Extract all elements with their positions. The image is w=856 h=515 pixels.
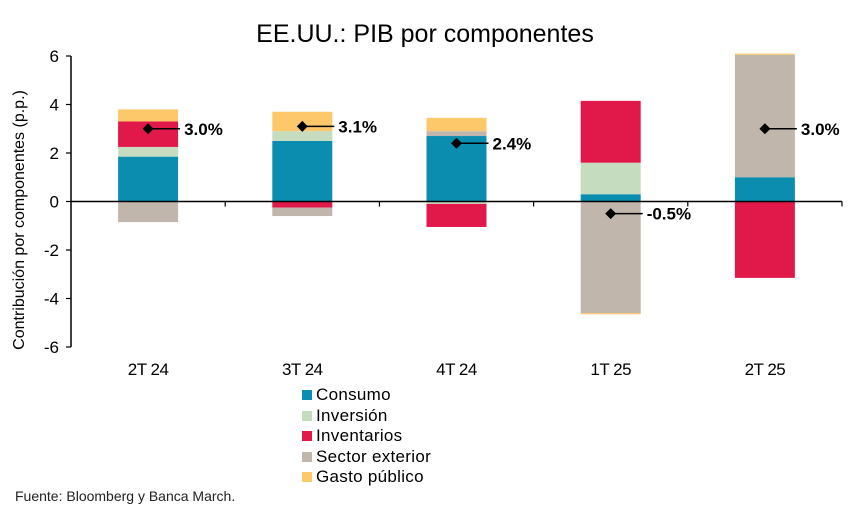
chart-title: EE.UU.: PIB por componentes — [256, 20, 594, 48]
total-label: 3.1% — [338, 117, 377, 136]
y-tick-label: -2 — [44, 241, 59, 260]
x-tick-label: 2T 25 — [745, 360, 786, 379]
x-tick-label: 1T 25 — [590, 360, 631, 379]
bar-sector-exterior-1 — [272, 207, 333, 217]
bar-inventarios-2 — [426, 203, 487, 227]
bar-consumo-3 — [580, 194, 641, 202]
legend-label: Consumo — [316, 385, 391, 404]
legend-item: Consumo — [302, 385, 431, 406]
legend-label: Sector exterior — [316, 446, 432, 466]
bar-consumo-1 — [272, 140, 333, 202]
bar-inventarios-3 — [580, 100, 641, 163]
bar-sector-exterior-0 — [118, 201, 179, 223]
bar-gasto-p-blico-0 — [118, 109, 179, 122]
legend-swatch — [302, 390, 312, 401]
legend-item: Inversión — [302, 406, 431, 427]
bar-sector-exterior-4 — [734, 54, 795, 178]
y-tick-label: 2 — [50, 144, 59, 163]
y-tick-label: 4 — [50, 96, 59, 115]
x-tick-label: 3T 24 — [282, 360, 323, 379]
legend-label: Gasto público — [316, 467, 424, 486]
bar-inventarios-4 — [734, 201, 795, 278]
legend-swatch — [302, 451, 312, 462]
bar-inventarios-1 — [272, 201, 333, 208]
bar-inversi-n-0 — [118, 146, 179, 157]
bar-consumo-0 — [118, 156, 179, 202]
legend-swatch — [302, 431, 312, 442]
chart: EE.UU.: PIB por componentes Contribución… — [11, 20, 843, 379]
total-label: 3.0% — [184, 120, 223, 139]
y-axis-label: Contribución por componentes (p.p.) — [11, 90, 28, 350]
bar-inversi-n-2 — [426, 201, 487, 204]
y-tick-label: -6 — [44, 338, 59, 357]
total-label: 2.4% — [493, 134, 532, 153]
total-label: -0.5% — [647, 205, 691, 224]
x-tick-label: 2T 24 — [128, 360, 169, 379]
x-tick-label: 4T 24 — [436, 360, 477, 379]
bar-inversi-n-1 — [272, 131, 333, 141]
legend-swatch — [302, 410, 312, 421]
legend: Consumo Inversión Inventarios Sector exteri… — [302, 385, 431, 488]
legend-label: Inversión — [316, 405, 388, 425]
bar-sector-exterior-3 — [580, 201, 641, 314]
legend-item: Gasto público — [302, 467, 431, 488]
bar-gasto-p-blico-3 — [580, 313, 641, 315]
y-tick-label: 6 — [50, 47, 59, 66]
bar-inversi-n-3 — [580, 162, 641, 195]
bar-sector-exterior-2 — [426, 131, 487, 137]
y-tick-label: -4 — [44, 290, 59, 309]
bar-gasto-p-blico-4 — [734, 53, 795, 55]
legend-item: Sector exterior — [302, 447, 431, 468]
bar-consumo-4 — [734, 177, 795, 202]
total-label: 3.0% — [801, 120, 840, 139]
bar-gasto-p-blico-2 — [426, 117, 487, 132]
legend-label: Inventarios — [316, 426, 403, 445]
legend-item: Inventarios — [302, 426, 431, 447]
y-tick-label: 0 — [50, 193, 59, 212]
legend-swatch — [302, 472, 312, 483]
source-note: Fuente: Bloomberg y Banca March. — [15, 488, 236, 504]
